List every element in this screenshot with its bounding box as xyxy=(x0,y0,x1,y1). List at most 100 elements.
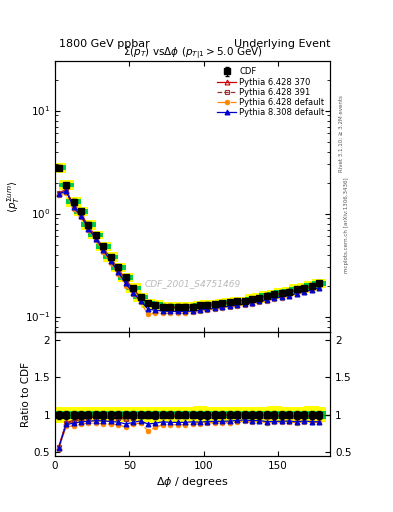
Text: CDF_2001_S4751469: CDF_2001_S4751469 xyxy=(145,279,241,288)
Pythia 8.308 default xyxy=(123,280,128,286)
Pythia 6.428 370 xyxy=(94,233,98,240)
Pythia 8.308 default xyxy=(153,307,158,313)
Pythia 8.308 default xyxy=(145,306,150,312)
Pythia 6.428 391 xyxy=(116,267,121,273)
Pythia 8.308 default xyxy=(56,191,61,197)
Pythia 6.428 370 xyxy=(198,303,202,309)
Pythia 8.308 default xyxy=(272,295,277,302)
Pythia 6.428 370 xyxy=(190,304,195,310)
Pythia 6.428 391 xyxy=(205,303,210,309)
Pythia 6.428 391 xyxy=(108,255,113,262)
Pythia 6.428 370 xyxy=(235,298,240,304)
Pythia 6.428 391 xyxy=(264,293,269,300)
Pythia 6.428 default xyxy=(145,311,150,317)
Pythia 6.428 default xyxy=(190,309,195,315)
Pythia 6.428 391 xyxy=(302,286,307,292)
Pythia 8.308 default xyxy=(220,304,225,310)
Pythia 6.428 370 xyxy=(317,282,321,288)
Line: Pythia 6.428 391: Pythia 6.428 391 xyxy=(56,188,321,310)
Pythia 6.428 391 xyxy=(220,301,225,307)
Pythia 6.428 391 xyxy=(56,190,61,196)
Pythia 6.428 default xyxy=(220,305,225,311)
Legend: CDF, Pythia 6.428 370, Pythia 6.428 391, Pythia 6.428 default, Pythia 8.308 defa: CDF, Pythia 6.428 370, Pythia 6.428 391,… xyxy=(214,64,328,121)
Pythia 6.428 370 xyxy=(116,266,121,272)
Pythia 8.308 default xyxy=(190,308,195,314)
Pythia 8.308 default xyxy=(250,300,254,306)
Pythia 6.428 370 xyxy=(160,304,165,310)
Pythia 6.428 391 xyxy=(235,298,240,305)
Text: mcplots.cern.ch [arXiv:1306.3436]: mcplots.cern.ch [arXiv:1306.3436] xyxy=(344,178,349,273)
Pythia 8.308 default xyxy=(79,213,83,219)
Pythia 6.428 370 xyxy=(131,286,136,292)
Pythia 6.428 391 xyxy=(123,277,128,283)
Pythia 8.308 default xyxy=(168,308,173,314)
Pythia 6.428 391 xyxy=(228,300,232,306)
Pythia 8.308 default xyxy=(138,298,143,304)
Pythia 8.308 default xyxy=(235,302,240,308)
Pythia 8.308 default xyxy=(71,204,76,210)
Pythia 6.428 391 xyxy=(279,290,284,296)
Pythia 6.428 391 xyxy=(317,282,321,288)
Pythia 6.428 default xyxy=(242,302,247,308)
Pythia 8.308 default xyxy=(64,188,68,194)
Pythia 6.428 default xyxy=(228,304,232,310)
Pythia 6.428 default xyxy=(279,294,284,301)
Pythia 6.428 default xyxy=(213,306,217,312)
Pythia 6.428 default xyxy=(86,227,91,233)
Pythia 8.308 default xyxy=(309,287,314,293)
Pythia 6.428 default xyxy=(71,206,76,212)
Pythia 8.308 default xyxy=(160,308,165,314)
Pythia 8.308 default xyxy=(317,285,321,291)
Pythia 6.428 default xyxy=(183,310,187,316)
Pythia 8.308 default xyxy=(302,289,307,295)
Pythia 6.428 391 xyxy=(94,234,98,240)
Pythia 6.428 391 xyxy=(145,301,150,307)
Y-axis label: $\langle p_T^{\Sigma um}\rangle$: $\langle p_T^{\Sigma um}\rangle$ xyxy=(5,181,22,214)
Pythia 6.428 370 xyxy=(138,294,143,300)
Pythia 8.308 default xyxy=(294,290,299,296)
Y-axis label: Ratio to CDF: Ratio to CDF xyxy=(21,361,31,426)
Pythia 6.428 default xyxy=(64,189,68,196)
Pythia 8.308 default xyxy=(242,301,247,307)
Pythia 6.428 default xyxy=(56,193,61,199)
Pythia 8.308 default xyxy=(116,269,121,275)
Pythia 6.428 default xyxy=(317,285,321,291)
Pythia 6.428 default xyxy=(309,287,314,293)
Pythia 8.308 default xyxy=(86,226,91,232)
Pythia 6.428 370 xyxy=(56,189,61,196)
Pythia 6.428 391 xyxy=(168,305,173,311)
Pythia 8.308 default xyxy=(279,294,284,300)
Pythia 6.428 default xyxy=(138,299,143,305)
Pythia 6.428 391 xyxy=(272,292,277,298)
Pythia 8.308 default xyxy=(131,290,136,296)
Pythia 8.308 default xyxy=(101,247,106,253)
Pythia 6.428 391 xyxy=(138,295,143,301)
Pythia 6.428 default xyxy=(108,260,113,266)
Pythia 6.428 default xyxy=(175,310,180,316)
Pythia 6.428 370 xyxy=(264,293,269,299)
Pythia 6.428 default xyxy=(264,297,269,304)
Pythia 8.308 default xyxy=(183,308,187,314)
Pythia 6.428 370 xyxy=(272,292,277,298)
Pythia 6.428 370 xyxy=(71,202,76,208)
Text: 1800 GeV ppbar: 1800 GeV ppbar xyxy=(59,38,150,49)
Pythia 6.428 default xyxy=(198,308,202,314)
Pythia 6.428 391 xyxy=(183,305,187,311)
Pythia 6.428 391 xyxy=(160,304,165,310)
Pythia 6.428 370 xyxy=(183,304,187,310)
Pythia 8.308 default xyxy=(198,307,202,313)
Pythia 6.428 391 xyxy=(242,297,247,304)
Pythia 6.428 default xyxy=(287,293,292,299)
Pythia 8.308 default xyxy=(264,297,269,303)
Pythia 6.428 370 xyxy=(108,255,113,261)
Pythia 6.428 370 xyxy=(168,304,173,310)
Pythia 6.428 default xyxy=(272,296,277,302)
Pythia 6.428 391 xyxy=(257,295,262,301)
Pythia 6.428 default xyxy=(160,310,165,316)
Pythia 6.428 391 xyxy=(131,287,136,293)
Pythia 8.308 default xyxy=(94,236,98,242)
Pythia 8.308 default xyxy=(205,306,210,312)
Pythia 6.428 default xyxy=(294,291,299,297)
Text: Rivet 3.1.10; ≥ 3.2M events: Rivet 3.1.10; ≥ 3.2M events xyxy=(339,95,344,172)
Line: Pythia 6.428 default: Pythia 6.428 default xyxy=(56,190,321,317)
